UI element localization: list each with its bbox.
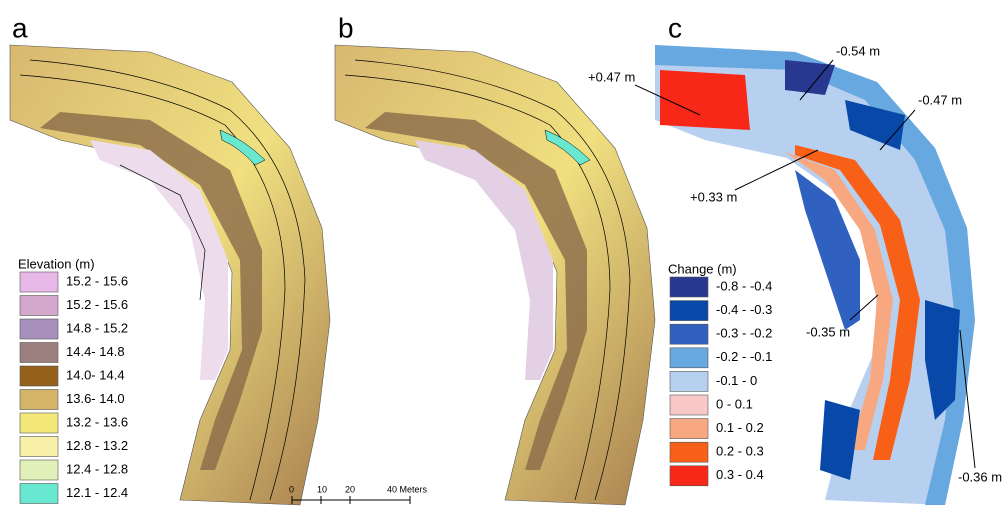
legend-label: 14.0- 14.4 xyxy=(66,367,125,382)
legend-label: 14.4- 14.8 xyxy=(66,344,125,359)
legend-label: 0.2 - 0.3 xyxy=(716,444,764,459)
legend-swatch xyxy=(19,459,59,481)
scale-bar xyxy=(291,496,411,504)
legend-label: 12.8 - 13.2 xyxy=(66,438,128,453)
elevation-map-a xyxy=(9,44,331,506)
legend-label: -0.4 - -0.3 xyxy=(716,302,772,317)
legend-label: -0.3 - -0.2 xyxy=(716,326,772,341)
annotation: +0.47 m xyxy=(588,69,635,84)
panel-label: b xyxy=(338,12,354,43)
legend-swatch xyxy=(669,465,709,487)
legend-swatch xyxy=(669,323,709,345)
legend-swatch xyxy=(19,436,59,457)
legend-swatch xyxy=(19,412,59,434)
legend-label: 15.2 - 15.6 xyxy=(66,273,128,288)
scale-label: 20 xyxy=(345,484,355,494)
legend-swatch xyxy=(669,441,709,463)
legend-label: -0.2 - -0.1 xyxy=(716,349,772,364)
legend-label: -0.8 - -0.4 xyxy=(716,278,772,293)
legend-label: 12.1 - 12.4 xyxy=(66,485,128,500)
legend-swatch xyxy=(19,295,59,316)
legend-label: 13.6- 14.0 xyxy=(66,391,125,406)
legend-swatch xyxy=(669,300,709,321)
annotation: +0.33 m xyxy=(690,189,737,204)
legend-swatch xyxy=(19,271,59,293)
legend-label: 15.2 - 15.6 xyxy=(66,297,128,312)
legend-swatch xyxy=(669,347,709,369)
legend-swatch xyxy=(19,365,59,387)
annotation: -0.35 m xyxy=(806,324,850,339)
legend-swatch xyxy=(669,394,709,416)
annotation: -0.47 m xyxy=(918,92,962,107)
legend-label: -0.1 - 0 xyxy=(716,373,757,388)
scale-label: 10 xyxy=(317,484,327,494)
annotation: -0.54 m xyxy=(836,43,880,58)
legend-swatch xyxy=(669,371,709,392)
legend-swatch xyxy=(19,342,59,363)
panel-label: c xyxy=(668,12,682,43)
panel-label: a xyxy=(12,12,28,43)
legend-swatch xyxy=(669,276,709,298)
scale-label: 40 Meters xyxy=(387,484,428,494)
legend-swatch xyxy=(19,318,59,340)
legend-swatch xyxy=(669,418,709,439)
legend-label: 0.3 - 0.4 xyxy=(716,467,764,482)
legend-label: 13.2 - 13.6 xyxy=(66,414,128,429)
legend-title: Elevation (m) xyxy=(18,256,95,271)
legend-label: 0.1 - 0.2 xyxy=(716,420,764,435)
legend-title: Change (m) xyxy=(668,261,737,276)
annotation: -0.36 m xyxy=(958,469,1002,484)
legend-swatch xyxy=(19,389,59,410)
scale-label: 0 xyxy=(289,484,294,494)
legend-label: 0 - 0.1 xyxy=(716,396,753,411)
leader-lines xyxy=(634,59,976,469)
change-map-c xyxy=(655,45,975,505)
legend-label: 14.8 - 15.2 xyxy=(66,320,128,335)
elevation-map-b xyxy=(334,44,656,506)
legend-label: 12.4 - 12.8 xyxy=(66,461,128,476)
legend-swatch xyxy=(19,483,59,504)
